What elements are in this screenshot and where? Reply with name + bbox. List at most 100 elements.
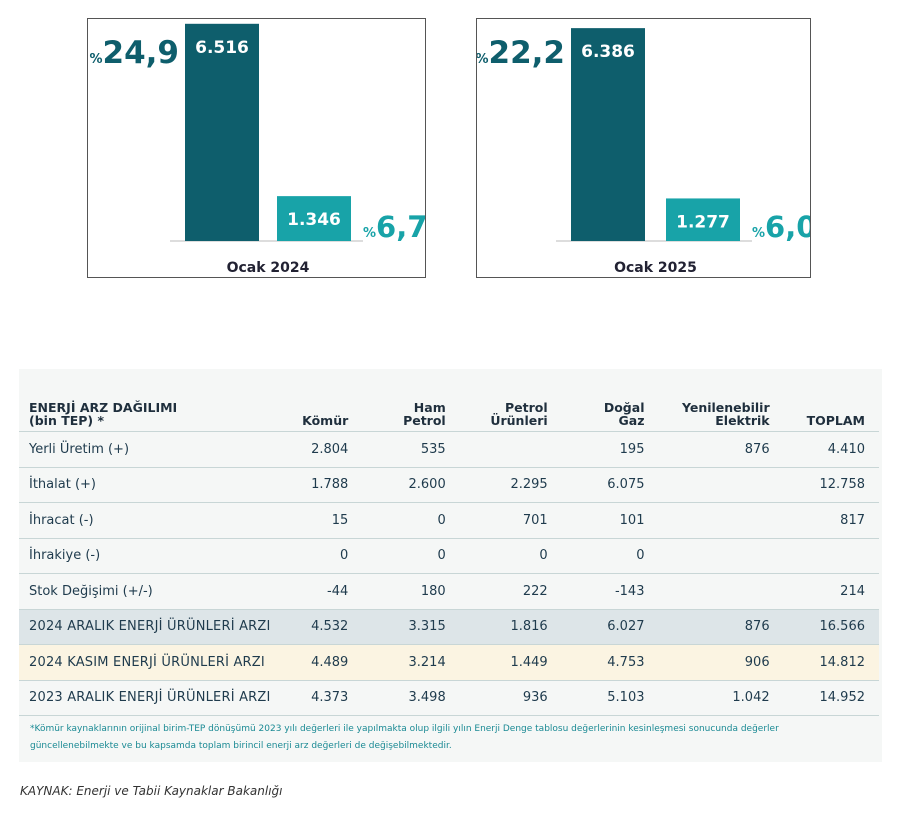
table-cell: 535 xyxy=(362,431,460,468)
chart-ocak-2025: 6.386 %22,2 1.277 %6,0 Ocak 2025 xyxy=(476,18,811,278)
table-row: İthalat (+) 1.788 2.600 2.295 6.075 12.758 xyxy=(19,467,879,503)
col-header-line: Petrol xyxy=(505,400,548,415)
col-header-ham-petrol: Ham Petrol xyxy=(362,389,460,432)
bar-value-label: 1.346 xyxy=(287,210,341,230)
col-header-yenilenebilir-elektrik: Yenilenebilir Elektrik xyxy=(658,389,784,432)
share-label: %24,9 xyxy=(89,35,179,71)
table-cell: 6.027 xyxy=(561,609,659,645)
table-row: Yerli Üretim (+) 2.804 535 195 876 4.410 xyxy=(19,431,879,468)
table-cell: 180 xyxy=(362,573,460,610)
table-cell: 876 xyxy=(658,609,784,645)
col-header-line: Gaz xyxy=(618,413,645,428)
col-header-line: Ham xyxy=(413,400,446,415)
table-cell: 1.816 xyxy=(459,609,562,645)
bar-value-label: 6.516 xyxy=(195,38,249,58)
bar xyxy=(666,198,740,241)
table-cell xyxy=(459,431,562,468)
col-header-line: Ürünleri xyxy=(490,413,548,428)
row-label: İthalat (+) xyxy=(19,467,285,503)
table-cell: 15 xyxy=(284,502,363,539)
table-row: İhracat (-) 15 0 701 101 817 xyxy=(19,502,879,539)
table-cell: 876 xyxy=(658,431,784,468)
table-cell: 16.566 xyxy=(783,609,879,645)
table-cell: 12.758 xyxy=(783,467,879,503)
table-cell xyxy=(658,467,784,503)
table-row: Stok Değişimi (+/-) -44 180 222 -143 214 xyxy=(19,573,879,610)
bar xyxy=(571,28,645,242)
table-cell: 2.600 xyxy=(362,467,460,503)
col-header-petrol-urunleri: Petrol Ürünleri xyxy=(459,389,562,432)
category-label: Ocak 2025 xyxy=(614,260,697,276)
table-cell: 936 xyxy=(459,680,562,716)
table-cell: 2.295 xyxy=(459,467,562,503)
table-cell: -143 xyxy=(561,573,659,610)
row-label: Stok Değişimi (+/-) xyxy=(19,573,285,610)
table-cell: 1.449 xyxy=(459,644,562,681)
table-row: 2024 KASIM ENERJİ ÜRÜNLERİ ARZI 4.489 3.21… xyxy=(19,644,879,681)
table-row: 2024 ARALIK ENERJİ ÜRÜNLERİ ARZI 4.532 3.3… xyxy=(19,609,879,645)
row-label: İhrakiye (-) xyxy=(19,538,285,574)
table-cell: 4.410 xyxy=(783,431,879,468)
table-cell: -44 xyxy=(284,573,363,610)
col-header-line: Yenilenebilir xyxy=(681,400,770,415)
bar xyxy=(277,196,351,241)
table-cell: 3.498 xyxy=(362,680,460,716)
row-label: Yerli Üretim (+) xyxy=(19,431,285,468)
table-cell: 6.075 xyxy=(561,467,659,503)
table-cell: 214 xyxy=(783,573,879,610)
table-title-line2: (bin TEP) * xyxy=(29,413,105,428)
table-cell: 4.373 xyxy=(284,680,363,716)
source-note: KAYNAK: Enerji ve Tabii Kaynaklar Bakanl… xyxy=(20,784,283,798)
table-cell: 701 xyxy=(459,502,562,539)
row-label: İhracat (-) xyxy=(19,502,285,539)
table-cell: 14.812 xyxy=(783,644,879,681)
table-cell xyxy=(658,573,784,610)
table-cell: 222 xyxy=(459,573,562,610)
table-cell: 3.315 xyxy=(362,609,460,645)
energy-supply-table: ENERJİ ARZ DAĞILIMI (bin TEP) * Kömür Ha… xyxy=(19,389,879,716)
col-header-dogal-gaz: Doğal Gaz xyxy=(561,389,659,432)
row-label: 2024 ARALIK ENERJİ ÜRÜNLERİ ARZI xyxy=(19,609,285,645)
col-header-line: Kömür xyxy=(302,413,349,428)
table-header-row: ENERJİ ARZ DAĞILIMI (bin TEP) * Kömür Ha… xyxy=(19,389,879,432)
table-row: 2023 ARALIK ENERJİ ÜRÜNLERİ ARZI 4.373 3.4… xyxy=(19,680,879,716)
col-header-line: Elektrik xyxy=(715,413,770,428)
table-title-line1: ENERJİ ARZ DAĞILIMI xyxy=(29,400,178,415)
table-cell: 0 xyxy=(284,538,363,574)
table-cell xyxy=(658,538,784,574)
table-cell: 2.804 xyxy=(284,431,363,468)
category-label: Ocak 2024 xyxy=(227,260,310,276)
table-cell: 0 xyxy=(362,538,460,574)
bar-value-label: 6.386 xyxy=(581,42,635,62)
share-label: %6,7 xyxy=(363,210,425,244)
table-title: ENERJİ ARZ DAĞILIMI (bin TEP) * xyxy=(19,389,285,432)
col-header-toplam: TOPLAM xyxy=(783,389,879,432)
table-cell: 4.532 xyxy=(284,609,363,645)
table-cell: 101 xyxy=(561,502,659,539)
table-cell xyxy=(783,538,879,574)
table-row: İhrakiye (-) 0 0 0 0 xyxy=(19,538,879,574)
row-label: 2024 KASIM ENERJİ ÜRÜNLERİ ARZI xyxy=(19,644,285,681)
table-cell: 906 xyxy=(658,644,784,681)
col-header-komur: Kömür xyxy=(284,389,363,432)
table-cell: 0 xyxy=(362,502,460,539)
bar xyxy=(185,23,259,241)
table-cell: 0 xyxy=(459,538,562,574)
table-cell: 1.042 xyxy=(658,680,784,716)
chart-svg: 6.386 %22,2 1.277 %6,0 Ocak 2025 xyxy=(477,28,810,276)
table-cell xyxy=(658,502,784,539)
table-cell: 3.214 xyxy=(362,644,460,681)
col-header-line: Petrol xyxy=(403,413,446,428)
row-label: 2023 ARALIK ENERJİ ÜRÜNLERİ ARZI xyxy=(19,680,285,716)
table-cell: 1.788 xyxy=(284,467,363,503)
table-cell: 5.103 xyxy=(561,680,659,716)
bar-value-label: 1.277 xyxy=(676,212,730,232)
share-label: %22,2 xyxy=(477,35,565,71)
chart-svg: 6.516 %24,9 1.346 %6,7 Ocak 2024 xyxy=(89,23,425,276)
table-footnote: *Kömür kaynaklarının orijinal birim-TEP … xyxy=(30,724,779,751)
table-cell: 195 xyxy=(561,431,659,468)
table-cell: 4.489 xyxy=(284,644,363,681)
energy-supply-panel: ENERJİ ARZ DAĞILIMI (bin TEP) * Kömür Ha… xyxy=(19,369,882,762)
table-cell: 0 xyxy=(561,538,659,574)
table-cell: 817 xyxy=(783,502,879,539)
